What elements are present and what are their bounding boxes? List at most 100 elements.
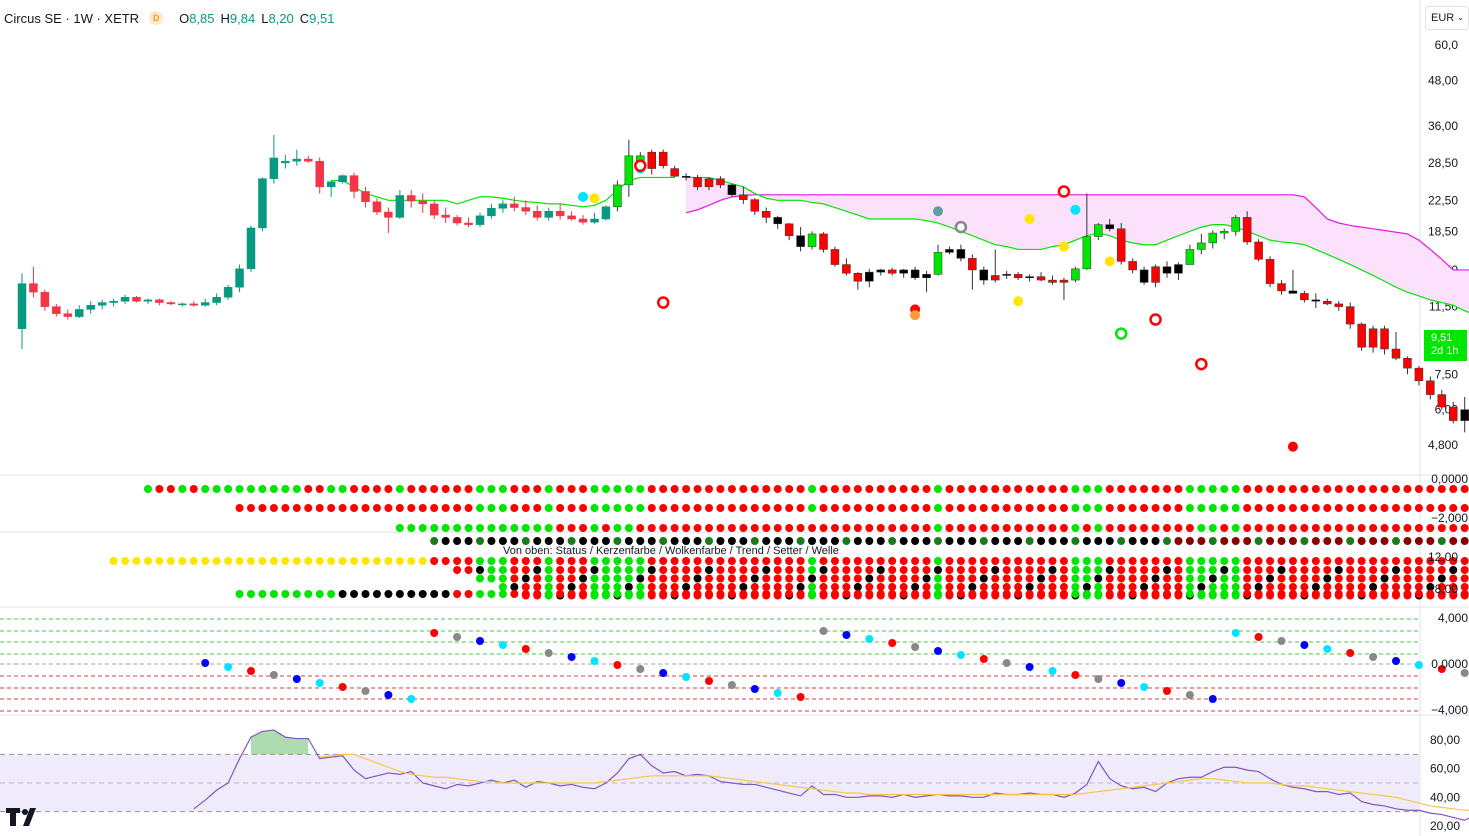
- wave-dot: [1392, 566, 1400, 574]
- status-dot: [796, 485, 805, 493]
- wave-dot: [1460, 566, 1469, 574]
- wave-dot: [1002, 583, 1011, 591]
- wave-base-dot: [487, 590, 496, 598]
- wave-base-dot: [796, 590, 805, 598]
- wave-dot: [911, 574, 920, 583]
- symbol-title[interactable]: Circus SE · 1W · XETR: [4, 10, 140, 26]
- candle-color-dot: [510, 504, 519, 512]
- candle-color-dot: [521, 504, 530, 512]
- status-dot: [247, 485, 255, 493]
- wave-base-dot: [922, 590, 931, 598]
- candle-body: [910, 269, 920, 279]
- cloud-color-dot: [842, 524, 851, 532]
- wave-base-dot: [1334, 590, 1343, 598]
- wave-dot: [853, 574, 862, 583]
- wave-dot: [945, 566, 954, 574]
- wave-dot: [1140, 566, 1149, 574]
- candle-color-dot: [1128, 504, 1137, 512]
- wave-dot: [1002, 566, 1011, 574]
- currency-selector[interactable]: EUR ⌄: [1425, 6, 1469, 30]
- candle-color-dot: [968, 504, 977, 512]
- trend-dot: [533, 537, 542, 545]
- wave-dot: [876, 574, 885, 583]
- cloud-color-dot: [762, 524, 771, 532]
- candle-body: [521, 207, 531, 212]
- wave-dot: [819, 574, 828, 583]
- price-axis-label: 36,00: [1428, 119, 1458, 133]
- wave-dot: [1220, 583, 1229, 591]
- wave-dot: [750, 566, 759, 574]
- pane4-signal-dot: [521, 645, 530, 653]
- cloud-color-dot: [544, 524, 553, 532]
- wave-base-dot: [1437, 590, 1446, 598]
- candle-body: [1437, 394, 1447, 408]
- candle-color-dot: [464, 504, 473, 512]
- wave-dot: [1380, 566, 1389, 574]
- cloud-color-dot: [1048, 524, 1057, 532]
- status-dot: [395, 485, 404, 493]
- wave-dot: [1048, 574, 1057, 583]
- candle-body: [555, 211, 565, 217]
- wave-dot: [819, 583, 828, 591]
- wave-base-dot: [395, 590, 404, 598]
- status-dot: [1014, 485, 1023, 493]
- candle-body: [441, 214, 450, 218]
- pane4-signal-dot: [1369, 653, 1378, 661]
- candle-color-dot: [830, 504, 839, 512]
- wave-base-dot: [327, 590, 336, 598]
- wave-dot: [1208, 583, 1217, 591]
- setter-dot: [556, 557, 565, 565]
- delayed-badge[interactable]: D: [149, 11, 164, 25]
- status-dot: [544, 485, 553, 493]
- setter-dot: [1140, 557, 1149, 565]
- candle-body: [533, 211, 542, 218]
- setter-dot: [899, 557, 908, 565]
- cloud-fill: [686, 177, 1469, 313]
- candle-body: [178, 303, 187, 306]
- setter-dot: [1300, 557, 1309, 565]
- candle-body: [567, 215, 576, 220]
- cloud-color-dot: [1437, 524, 1446, 532]
- pane4-signal-dot: [705, 677, 713, 685]
- wave-dot: [682, 566, 691, 574]
- cloud-color-dot: [956, 524, 965, 532]
- candle-body: [338, 175, 347, 183]
- status-dot: [189, 485, 198, 493]
- wave-dot: [1002, 574, 1011, 583]
- tradingview-logo[interactable]: [6, 808, 42, 832]
- candle-body: [1105, 224, 1114, 230]
- wave-dot: [544, 574, 553, 583]
- wave-base-dot: [601, 590, 610, 598]
- trend-dot: [556, 537, 565, 545]
- wave-dot: [739, 566, 748, 574]
- wave-dot: [1426, 566, 1435, 574]
- status-dot: [453, 485, 462, 493]
- wave-base-dot: [899, 590, 908, 598]
- pane4-signal-dot: [498, 641, 507, 649]
- candle-color-dot: [1403, 504, 1412, 512]
- trend-dot: [773, 537, 782, 545]
- cloud-color-dot: [1071, 524, 1080, 532]
- candle-body: [865, 271, 874, 282]
- status-dot: [1266, 485, 1275, 493]
- candle-color-dot: [773, 504, 782, 512]
- candle-color-dot: [556, 504, 565, 512]
- setter-dot: [304, 557, 313, 565]
- wave-base-dot: [865, 590, 874, 598]
- wave-dot: [1025, 566, 1034, 574]
- trend-dot: [979, 537, 988, 545]
- wave-dot: [785, 566, 794, 574]
- rsi-overbought-fill: [251, 729, 309, 755]
- wave-base-dot: [773, 590, 782, 598]
- candle-color-dot: [453, 504, 462, 512]
- candle-color-dot: [395, 504, 404, 512]
- price-axis-label: 4,800: [1428, 438, 1458, 452]
- signal-dot: [933, 206, 943, 217]
- wave-base-dot: [315, 590, 324, 598]
- wave-dot: [1197, 566, 1206, 574]
- cloud-color-dot: [1300, 524, 1309, 532]
- setter-dot: [842, 557, 851, 565]
- status-dot: [1163, 485, 1171, 493]
- wave-base-dot: [269, 590, 278, 598]
